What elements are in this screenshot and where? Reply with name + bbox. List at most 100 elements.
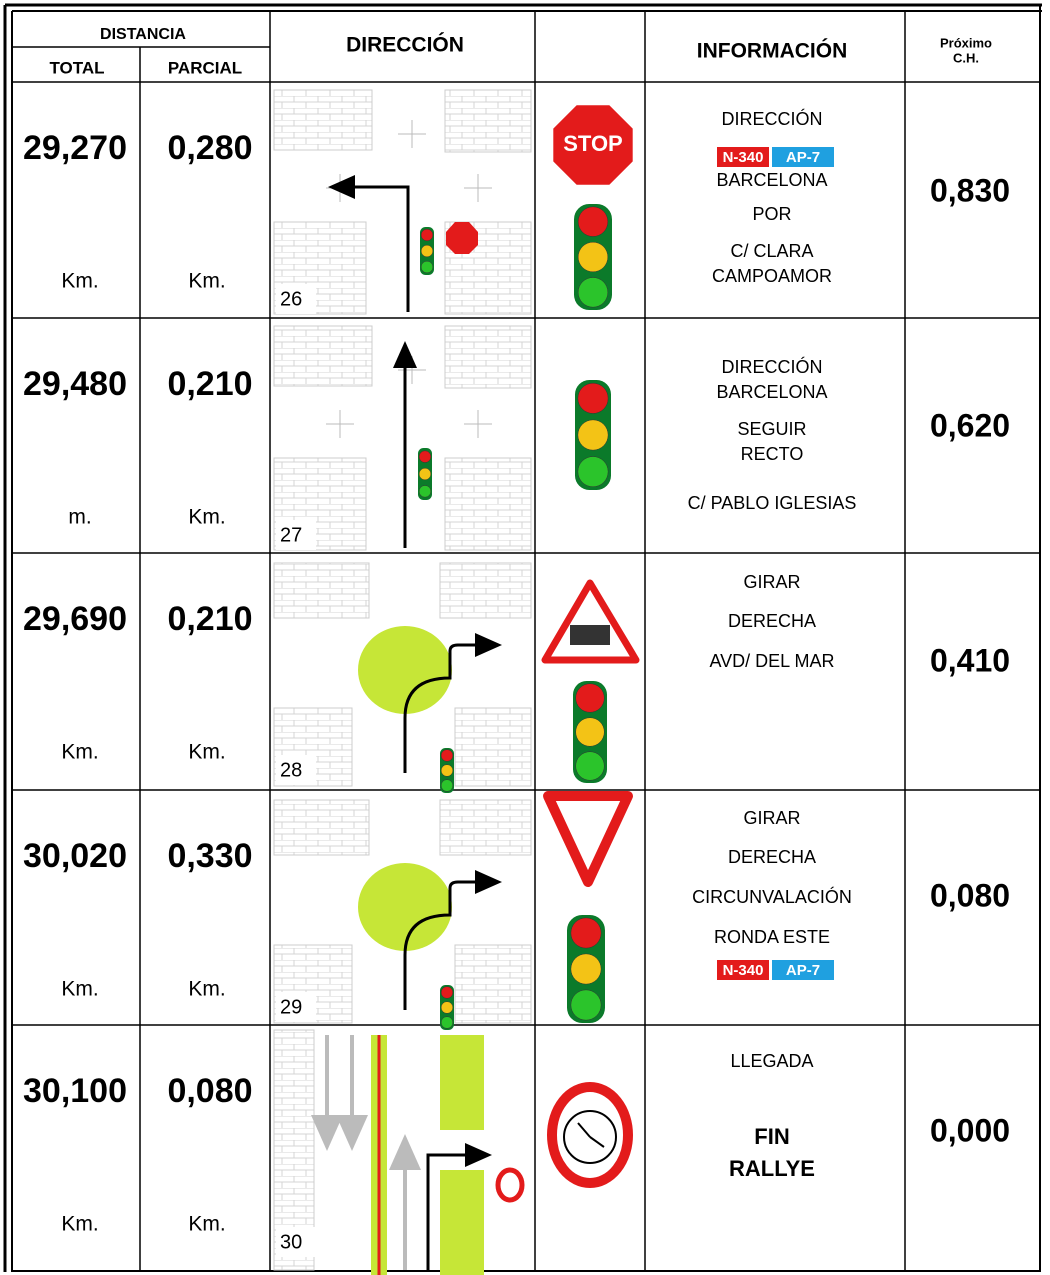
brick-block (273, 89, 373, 151)
info-text: BARCELONA (716, 382, 827, 402)
diagram-number-bg (276, 520, 316, 550)
table-grid (3, 3, 1042, 1272)
brick-block (273, 799, 370, 856)
traffic-light-lamp (570, 989, 602, 1021)
green-block (440, 1170, 484, 1275)
header-distancia: DISTANCIA (100, 26, 186, 43)
road-badge-text: AP-7 (786, 149, 820, 166)
traffic-light-lamp (440, 986, 454, 999)
traffic-light-lamp (577, 241, 609, 273)
info-text: GIRAR (743, 572, 800, 592)
diagram-number: 30 (280, 1231, 302, 1253)
diagram-number-bg (276, 284, 316, 314)
traffic-light-lamp (420, 228, 434, 242)
road-badge-text: N-340 (723, 962, 764, 979)
brick-block (439, 799, 532, 856)
info-text: BARCELONA (716, 170, 827, 190)
traffic-light-lamp (418, 467, 432, 481)
info-text: AVD/ DEL MAR (709, 651, 834, 671)
tram-icon (570, 625, 610, 645)
partial-distance: 0,210 (167, 600, 252, 638)
green-block (440, 1035, 484, 1130)
road-badge (717, 147, 769, 167)
header-informacion: INFORMACIÓN (697, 39, 848, 63)
stop-sign (551, 103, 635, 187)
info-text: C/ PABLO IGLESIAS (688, 493, 857, 513)
total-distance: 29,480 (23, 365, 127, 403)
total-unit: Km. (61, 741, 98, 764)
traffic-light-lamp (440, 749, 454, 762)
roundabout (358, 863, 452, 951)
header-ch: C.H. (953, 50, 979, 65)
road-badge-text: AP-7 (786, 962, 820, 979)
partial-unit: Km. (188, 1213, 225, 1236)
traffic-light-lamp (420, 244, 434, 258)
traffic-light-lamp (440, 779, 454, 792)
clock-small (495, 1167, 525, 1203)
brick-block (439, 562, 532, 619)
total-distance: 29,690 (23, 600, 127, 638)
brick-block (444, 325, 532, 389)
brick-block (454, 707, 532, 787)
next-control: 0,410 (930, 642, 1010, 678)
partial-unit: Km. (188, 270, 225, 293)
brick-block (444, 457, 532, 551)
next-control: 0,000 (930, 1112, 1010, 1148)
info-text: DIRECCIÓN (721, 356, 822, 377)
header-direccion: DIRECCIÓN (346, 33, 464, 57)
traffic-light-lamp (577, 419, 609, 451)
road-badge (772, 960, 834, 980)
info-text: SEGUIR (737, 419, 806, 439)
info-text: DIRECCIÓN (721, 108, 822, 129)
info-text: DERECHA (728, 847, 816, 867)
total-unit: Km. (61, 978, 98, 1001)
yield-sign (543, 791, 633, 887)
info-text: RONDA ESTE (714, 927, 830, 947)
partial-unit: Km. (188, 978, 225, 1001)
road-badge (717, 960, 769, 980)
partial-unit: Km. (188, 741, 225, 764)
traffic-light-lamp (418, 485, 432, 498)
info-text: DERECHA (728, 611, 816, 631)
partial-distance: 0,080 (167, 1072, 252, 1110)
partial-distance: 0,280 (167, 129, 252, 167)
traffic-light-lamp (440, 1016, 454, 1029)
total-unit: Km. (61, 1213, 98, 1236)
header-total: TOTAL (49, 58, 104, 77)
stop-sign-small (446, 222, 478, 254)
info-text: RECTO (741, 444, 804, 464)
diagram-number-bg (276, 755, 316, 785)
warning-sign (541, 579, 640, 664)
info-text: GIRAR (743, 808, 800, 828)
total-distance: 29,270 (23, 129, 127, 167)
traffic-light-lamp (577, 206, 609, 237)
diagram-number: 27 (280, 524, 302, 546)
total-distance: 30,020 (23, 837, 127, 875)
total-unit: m. (68, 506, 91, 529)
traffic-light-lamp (577, 382, 609, 414)
route-arrow (403, 633, 502, 773)
header-proximo: Próximo (940, 35, 992, 50)
route-arrow (403, 870, 502, 1010)
brick-block (454, 944, 532, 1024)
partial-unit: Km. (188, 506, 225, 529)
road-badge-text: N-340 (723, 149, 764, 166)
total-distance: 30,100 (23, 1072, 127, 1110)
diagram-number-bg (276, 1227, 316, 1257)
clock-hands (577, 1122, 605, 1148)
next-control: 0,620 (930, 407, 1010, 443)
traffic-light-lamp (570, 953, 602, 985)
partial-distance: 0,330 (167, 837, 252, 875)
next-control: 0,080 (930, 877, 1010, 913)
traffic-light-lamp (418, 450, 432, 463)
traffic-light-lamp (440, 1001, 454, 1014)
partial-distance: 0,210 (167, 365, 252, 403)
road-badge (772, 147, 834, 167)
traffic-light-lamp (440, 764, 454, 777)
diagram-number-bg (276, 992, 316, 1022)
traffic-light-lamp (420, 260, 434, 274)
info-text: POR (752, 204, 791, 224)
info-text: RALLYE (729, 1156, 815, 1181)
brick-block (444, 89, 532, 153)
